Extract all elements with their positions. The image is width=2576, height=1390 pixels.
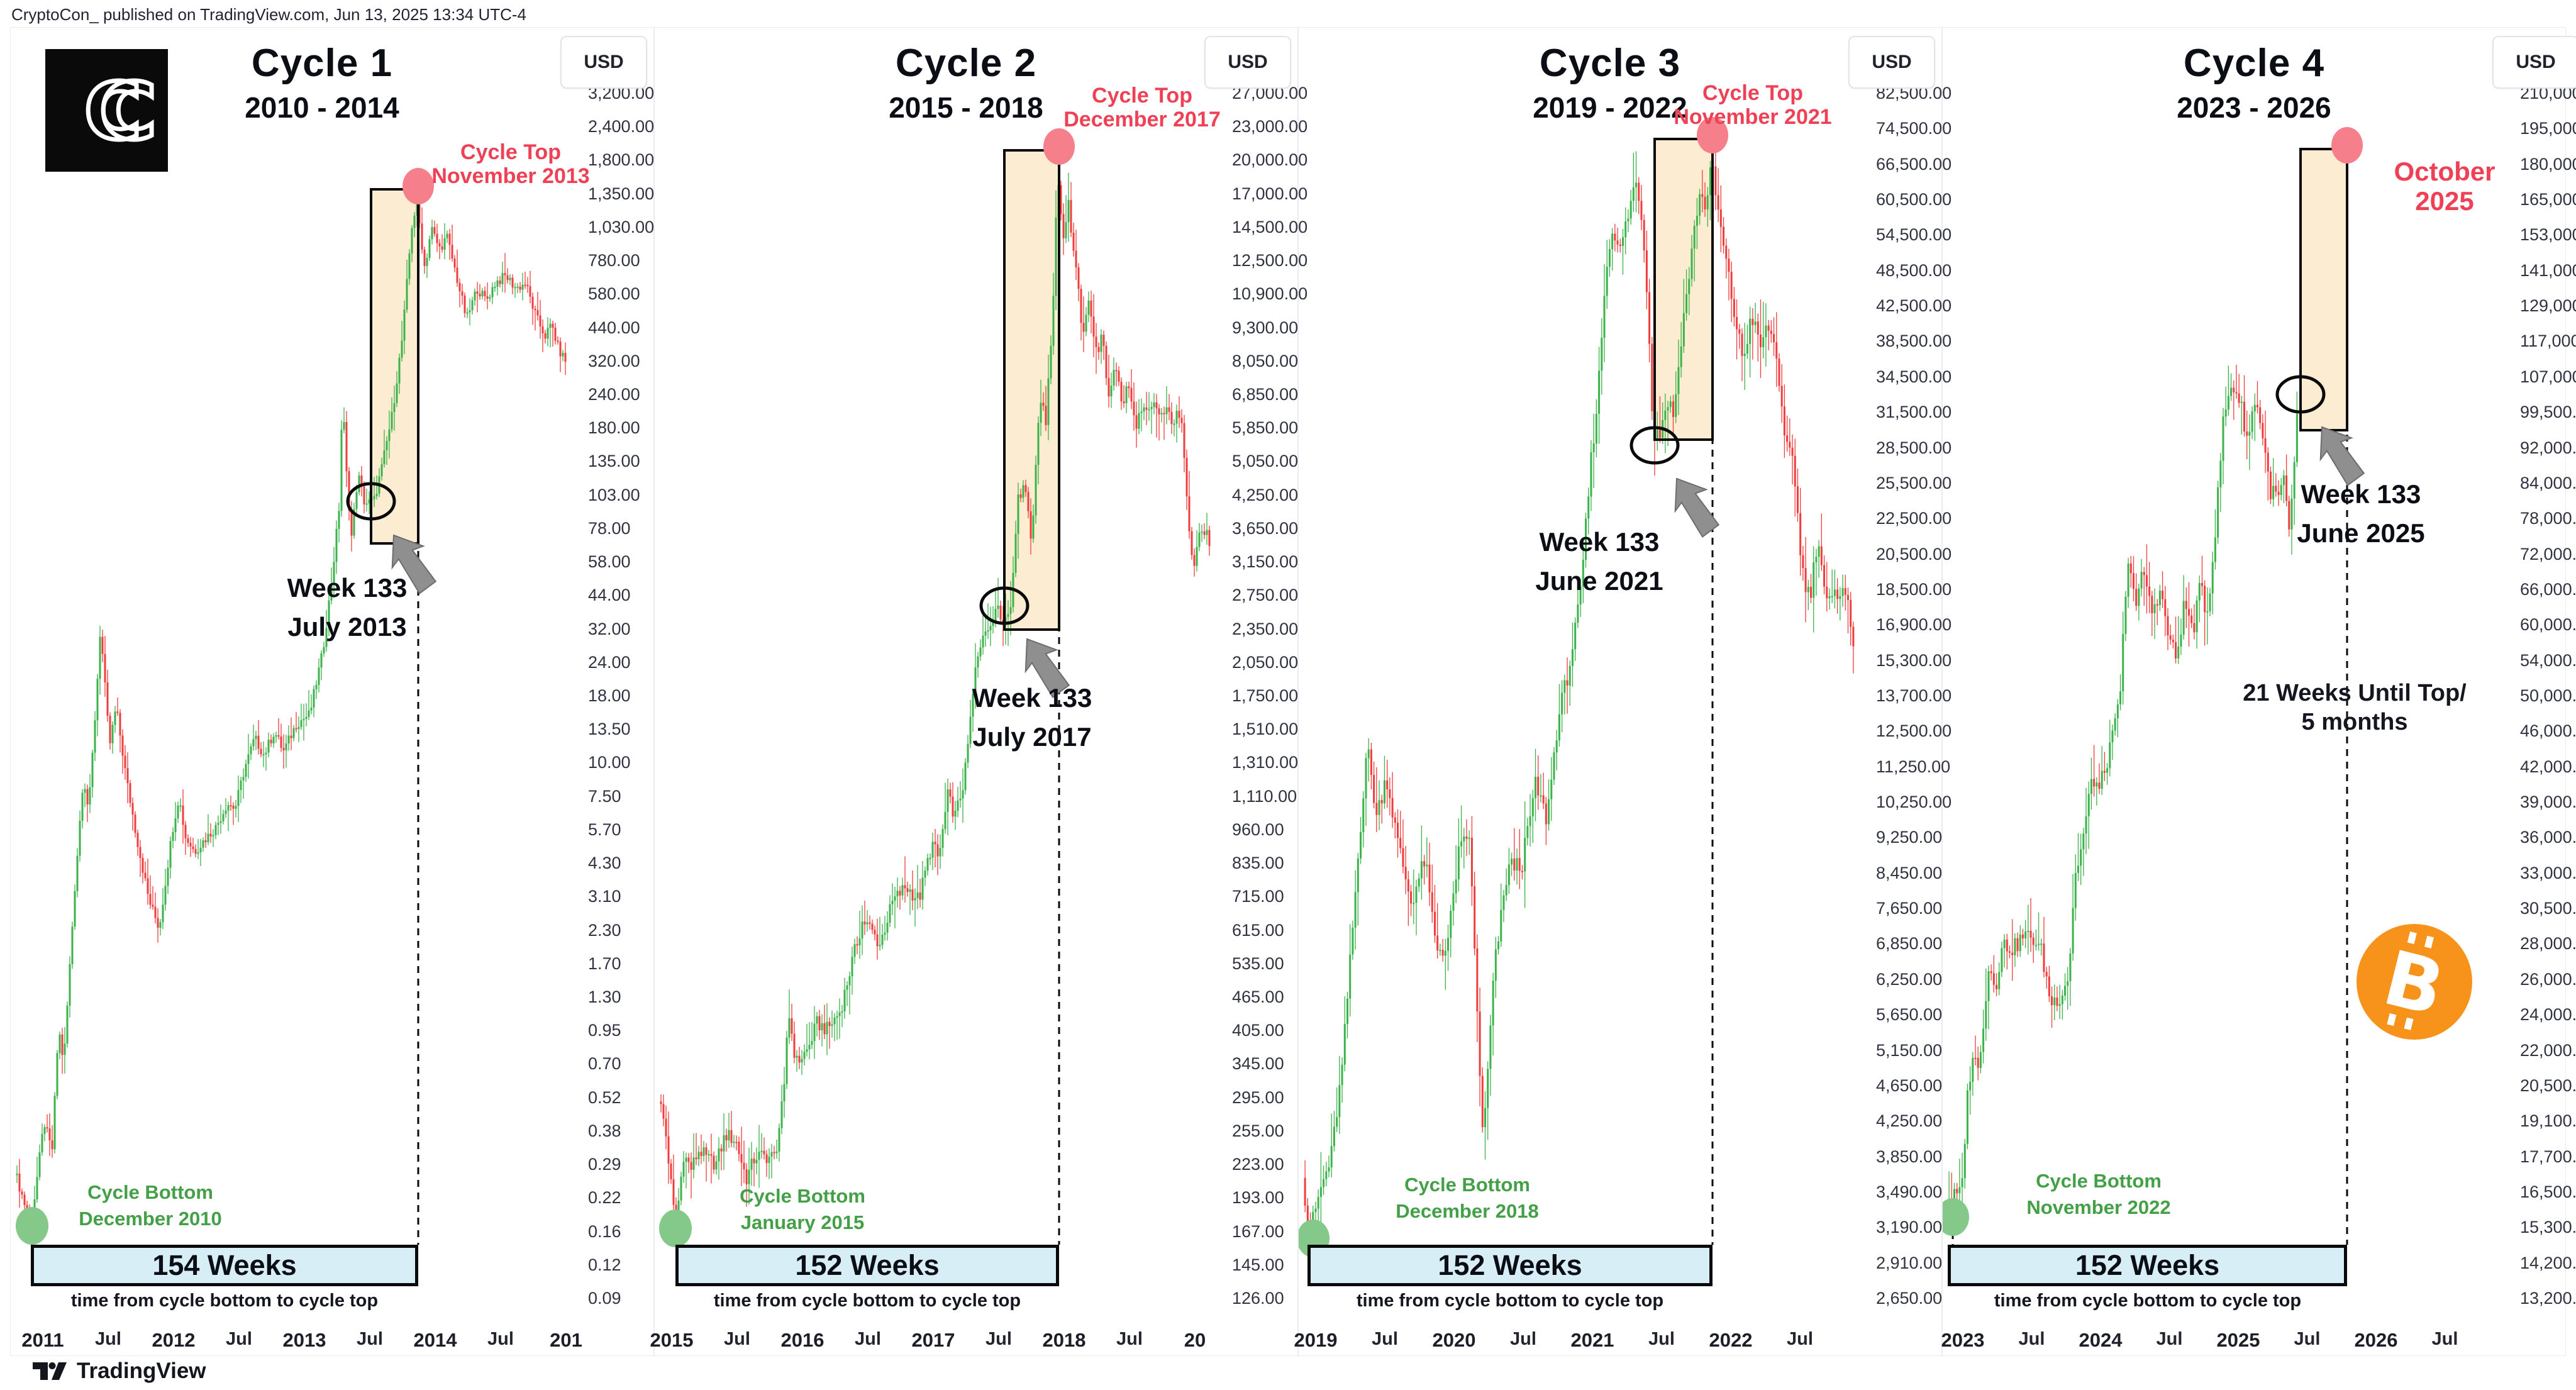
time-axis-label: 2011 <box>21 1329 64 1351</box>
tradingview-logo[interactable] <box>33 1359 68 1384</box>
time-axis-label: 2025 <box>2216 1329 2260 1351</box>
time-axis-label: Jul <box>1648 1329 1675 1349</box>
panel-separator <box>653 28 655 1357</box>
candlestick-chart-3[interactable] <box>1299 28 1943 1357</box>
cycle-panel-3: Cycle 3 2019 - 2022 Cycle Top November 2… <box>1294 28 1951 1357</box>
tradingview-wordmark[interactable]: TradingView <box>77 1359 206 1383</box>
time-axis-label: Jul <box>95 1329 121 1349</box>
time-axis-label: Jul <box>1116 1329 1143 1349</box>
time-axis-label: Jul <box>2156 1329 2183 1349</box>
time-axis-label: 2021 <box>1570 1329 1614 1351</box>
time-axis-label: Jul <box>226 1329 252 1349</box>
cryptocon-logo: C C <box>45 49 168 172</box>
time-axis-label: 2020 <box>1432 1329 1476 1351</box>
time-axis-label: 2013 <box>282 1329 326 1351</box>
time-scale-4[interactable]: 2023 Jul 2024 Jul 2025 Jul 2026 Jul <box>1941 1329 2576 1357</box>
time-axis-label: 2022 <box>1709 1329 1753 1351</box>
time-axis-label: 2016 <box>780 1329 824 1351</box>
pointer-arrow-icon <box>1674 477 1720 538</box>
currency-toggle-usd[interactable]: USD <box>2492 36 2576 89</box>
time-axis-label: Jul <box>1510 1329 1536 1349</box>
time-axis-label: Jul <box>1372 1329 1398 1349</box>
time-axis-label: Jul <box>2018 1329 2045 1349</box>
time-axis-label: 2014 <box>413 1329 457 1351</box>
time-axis-label: 201 <box>550 1329 582 1351</box>
time-axis-label: 2017 <box>911 1329 955 1351</box>
pointer-arrow-icon <box>1024 638 1070 699</box>
cycle-panel-2: Cycle 2 2015 - 2018 Cycle Top December 2… <box>650 28 1307 1357</box>
svg-text:C: C <box>84 67 142 157</box>
chart-region: Cycle 1 2010 - 2014 Cycle Top November 2… <box>10 27 2576 1357</box>
pointer-arrow-icon <box>2319 426 2365 487</box>
time-axis-label: Jul <box>855 1329 881 1349</box>
currency-toggle-usd[interactable]: USD <box>1848 36 1935 89</box>
svg-text:C: C <box>99 67 157 157</box>
time-axis-label: 20 <box>1184 1329 1206 1351</box>
time-axis-label: Jul <box>985 1329 1012 1349</box>
time-axis-label: 2012 <box>152 1329 196 1351</box>
time-axis-label: 2023 <box>1941 1329 1985 1351</box>
tradingview-footer: TradingView <box>33 1359 206 1384</box>
candlestick-chart-1[interactable] <box>11 28 655 1357</box>
currency-toggle-usd[interactable]: USD <box>1204 36 1291 89</box>
pointer-arrow-icon <box>391 534 437 595</box>
time-axis-label: 2015 <box>650 1329 694 1351</box>
candlestick-chart-2[interactable] <box>655 28 1299 1357</box>
panel-separator <box>1297 28 1299 1357</box>
currency-toggle-usd[interactable]: USD <box>560 36 647 89</box>
publish-credit: CryptoCon_ published on TradingView.com,… <box>11 5 527 24</box>
time-axis-label: Jul <box>357 1329 383 1349</box>
time-axis-label: Jul <box>2431 1329 2458 1349</box>
cycle-panel-4: B Cycle 4 2023 - 2026 October 2025 Week … <box>1941 28 2576 1357</box>
time-axis-label: 2026 <box>2354 1329 2398 1351</box>
time-axis-label: Jul <box>2294 1329 2321 1349</box>
bitcoin-logo-icon: B <box>2357 924 2472 1040</box>
time-axis-label: Jul <box>1787 1329 1813 1349</box>
time-axis-label: Jul <box>724 1329 750 1349</box>
time-axis-label: 2024 <box>2079 1329 2123 1351</box>
time-scale-3[interactable]: 2019 Jul 2020 Jul 2021 Jul 2022 Jul <box>1294 1329 1943 1357</box>
candlestick-chart-4[interactable]: B <box>1943 28 2576 1357</box>
time-axis-label: 2019 <box>1294 1329 1338 1351</box>
cycle-panel-1: Cycle 1 2010 - 2014 Cycle Top November 2… <box>11 28 655 1357</box>
time-axis-label: 2018 <box>1042 1329 1086 1351</box>
time-scale-2[interactable]: 2015 Jul 2016 Jul 2017 Jul 2018 Jul 20 <box>650 1329 1299 1357</box>
time-axis-label: Jul <box>487 1329 514 1349</box>
time-scale-1[interactable]: 2011 Jul 2012 Jul 2013 Jul 2014 Jul 201 <box>11 1329 655 1357</box>
panel-separator <box>1941 28 1943 1357</box>
